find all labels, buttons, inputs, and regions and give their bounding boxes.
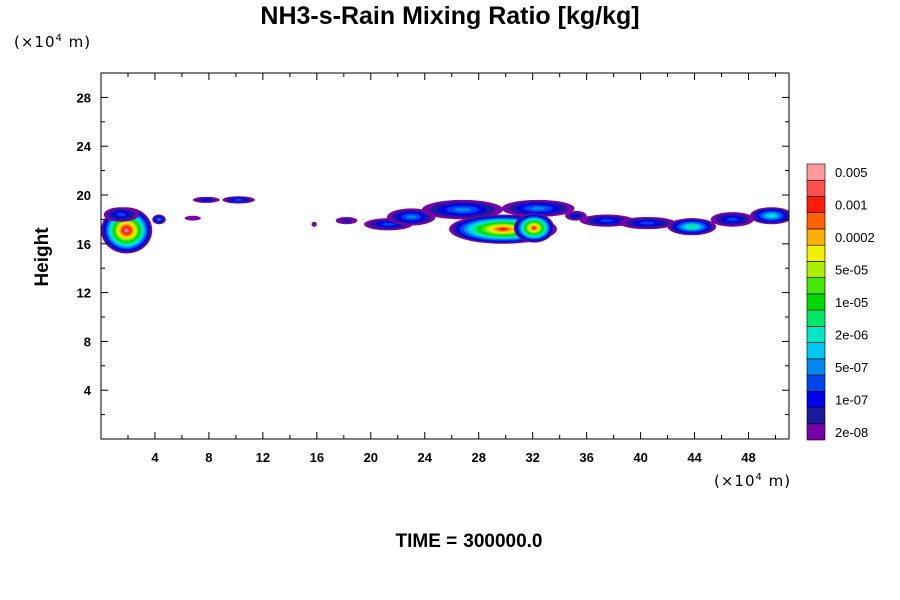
data-contour-level [688,225,695,228]
x-tick-label: 24 [418,450,433,465]
x-tick-label: 32 [525,450,539,465]
heatmap-data [101,196,789,254]
y-tick-label: 4 [84,383,92,398]
data-contour-level [406,215,417,219]
time-value: 300000.0 [463,531,543,552]
colorbar-label: 5e-05 [835,263,868,278]
colorbar-swatch [806,390,826,408]
data-blob [103,207,139,222]
time-readout: TIME = 300000.0 [0,531,900,553]
data-blob [184,215,201,221]
x-tick-label: 16 [310,450,324,465]
colorbar-label: 2e-08 [835,425,868,440]
colorbar-swatch [806,326,826,343]
colorbar: 2e-08 1e-07 5e-07 2e-06 1e-05 5e-05 0.0002 0.00… [806,163,875,441]
x-tick-label: 12 [256,450,270,465]
data-contour-level [341,218,352,223]
x-tick-label: 20 [364,450,378,465]
colorbar-swatch [806,309,826,327]
data-blob [749,207,789,225]
x-axis-unit: (×104 m) [714,472,792,490]
colorbar-swatch [806,244,826,262]
y-tick-label: 8 [84,334,91,349]
data-blob [513,213,555,243]
y-tick-label: 12 [77,286,91,301]
data-blob [386,208,436,226]
data-blob [619,216,676,230]
x-tick-label: 4 [151,450,159,465]
data-contour-level [125,229,129,232]
data-blob [152,214,166,225]
y-axis-unit: (×104 m) [14,33,92,51]
colorbar-swatch [806,293,826,311]
data-contour-level [726,217,738,222]
y-tick-label: 20 [77,188,91,203]
colorbar-label: 0.001 [835,198,868,213]
colorbar-label: 5e-07 [835,360,868,375]
data-contour-level [157,218,161,221]
colorbar-label: 0.0002 [835,230,875,245]
y-tick-label: 16 [77,237,91,252]
data-contour-level [532,226,536,230]
colorbar-swatch [806,196,826,214]
data-blob [422,199,504,220]
data-contour-level [600,219,614,223]
data-contour-level [382,222,395,226]
data-blob [311,221,317,227]
x-tick-label: 48 [741,450,755,465]
data-contour-level [572,214,580,218]
colorbar-swatch [806,212,826,230]
x-tick-label: 44 [687,450,702,465]
y-tick-label: 28 [77,90,91,105]
data-contour-level [530,206,546,211]
colorbar-swatch [806,374,826,392]
x-tick-label: 40 [633,450,647,465]
x-tick-label: 28 [471,450,485,465]
data-blob [501,199,575,217]
colorbar-label: 1e-07 [835,392,868,407]
y-tick-label: 24 [77,139,92,154]
colorbar-label: 2e-06 [835,327,868,342]
data-blob [667,218,717,236]
data-contour-level [768,214,775,217]
colorbar-swatch [806,179,826,197]
data-contour-level [116,212,126,217]
data-contour-level [234,198,243,202]
time-label: TIME = [395,531,458,552]
plot-frame [100,72,790,440]
data-blob [192,196,220,203]
colorbar-swatch [806,277,826,295]
data-contour-level [201,198,211,202]
colorbar-label: 1e-05 [835,295,868,310]
data-contour-level [184,215,201,221]
data-blob [565,210,587,221]
data-contour-level [454,207,471,212]
colorbar-swatch [806,228,826,246]
colorbar-swatch [806,342,826,360]
x-tick-label: 8 [205,450,212,465]
x-tick-label: 36 [579,450,593,465]
colorbar-swatch [806,423,826,441]
colorbar-swatch [806,163,826,181]
data-contour-level [499,227,507,231]
colorbar-swatch [806,407,826,425]
data-blob [710,212,754,227]
colorbar-swatch [806,261,826,278]
data-contour-level [311,221,317,227]
data-blob [222,196,255,204]
data-contour-level [640,221,655,225]
colorbar-label: 0.005 [835,165,868,180]
colorbar-swatch [806,358,826,376]
chart-title: NH3-s-Rain Mixing Ratio [kg/kg] [260,2,640,30]
data-blob [335,216,358,225]
